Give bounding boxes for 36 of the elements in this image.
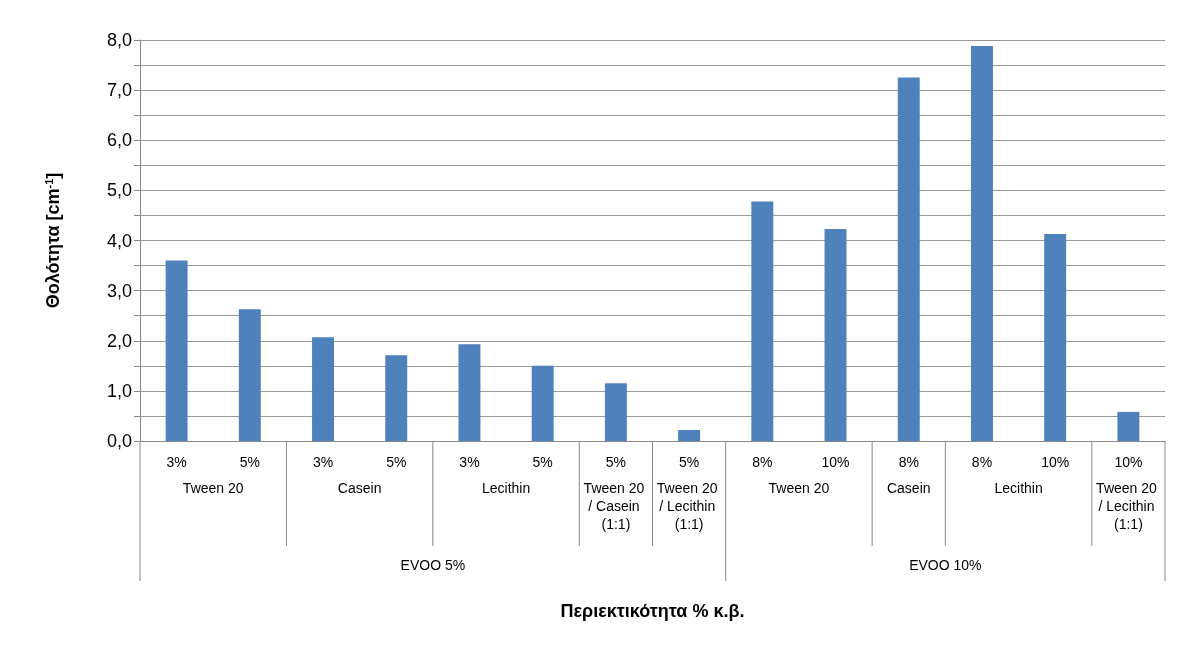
x-tick-label: 5% bbox=[532, 454, 553, 470]
y-tick-label: 4,0 bbox=[106, 230, 132, 251]
x-tick-label: 10% bbox=[821, 454, 850, 470]
y-tick-label: 1,0 bbox=[106, 380, 132, 401]
text: Casein bbox=[886, 480, 931, 496]
text: Περιεκτικότητα % κ.β. bbox=[560, 601, 745, 621]
x-tick-label: 3% bbox=[166, 454, 187, 470]
text: Tween 20 bbox=[182, 480, 244, 496]
text: Tween 20 / Lecithin (1:1) bbox=[656, 480, 722, 532]
text: Lecithin bbox=[481, 480, 531, 496]
text: EVOO 10% bbox=[909, 557, 982, 573]
y-tick-label: 2,0 bbox=[106, 330, 132, 351]
x-tick-label: 5% bbox=[605, 454, 627, 470]
text: Tween 20 / Casein (1:1) bbox=[583, 480, 649, 532]
y-tick-label: 8,0 bbox=[106, 30, 132, 50]
x-tick-label: 10% bbox=[1041, 454, 1070, 470]
y-tick-label: 6,0 bbox=[106, 130, 132, 151]
text: Lecithin bbox=[994, 480, 1043, 496]
text: Tween 20 / Lecithin (1:1) bbox=[1096, 480, 1161, 532]
y-tick-label: 0,0 bbox=[106, 431, 132, 451]
x-tick-label: 3% bbox=[459, 454, 480, 470]
x-tick-label: 10% bbox=[1114, 454, 1143, 470]
x-tick-label: 5% bbox=[239, 454, 260, 470]
y-tick-label: 3,0 bbox=[106, 280, 132, 301]
x-tick-label: 5% bbox=[386, 454, 407, 470]
x-tick-label: 8% bbox=[898, 454, 919, 470]
text: Casein bbox=[337, 480, 382, 496]
y-axis-title: Θολότητα [cm-1] bbox=[42, 172, 63, 309]
x-tick-label: 3% bbox=[312, 454, 334, 470]
y-tick-label: 7,0 bbox=[106, 80, 132, 101]
y-tick-label: 5,0 bbox=[106, 180, 132, 201]
text: Tween 20 bbox=[768, 480, 830, 496]
x-tick-label: 5% bbox=[678, 454, 700, 470]
x-tick-label: 8% bbox=[752, 454, 773, 470]
text: EVOO 5% bbox=[400, 557, 466, 573]
x-tick-label: 8% bbox=[971, 454, 993, 470]
